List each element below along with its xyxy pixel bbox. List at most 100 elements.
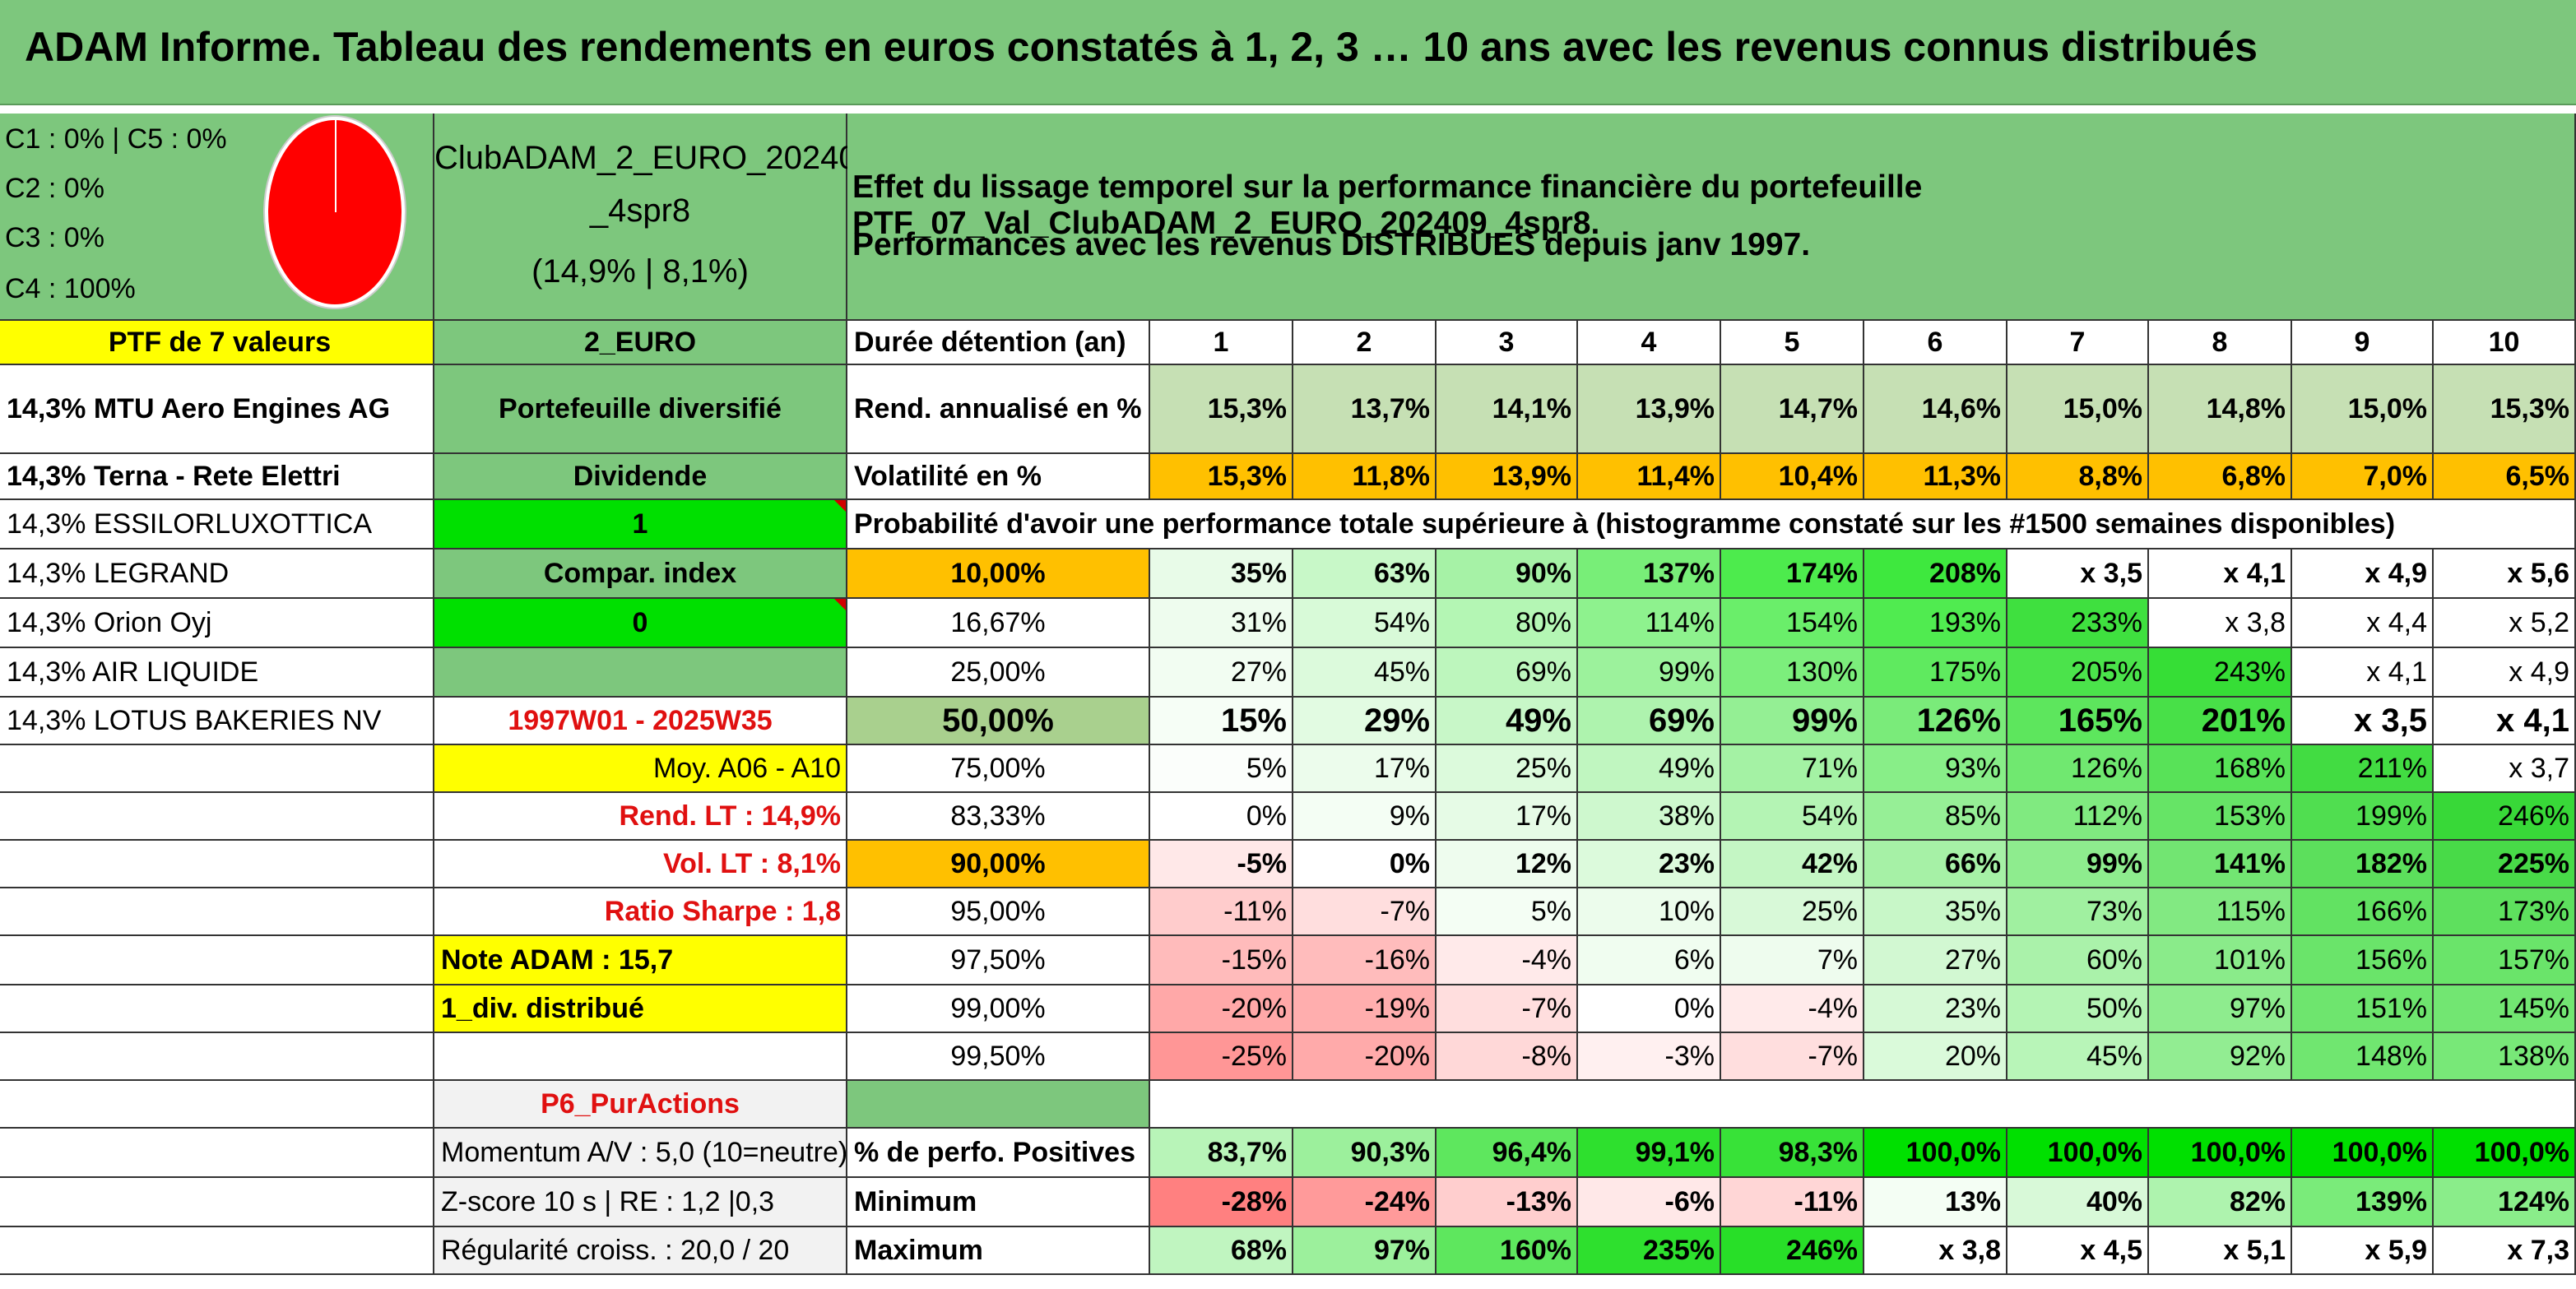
table-cell: x 4,1 — [2149, 549, 2292, 599]
table-header-cell: 7 — [2007, 321, 2149, 365]
table-cell: -6% — [1578, 1178, 1721, 1227]
table-cell: 66% — [1864, 841, 2007, 888]
table-header-cell: 8 — [2149, 321, 2292, 365]
table-cell: 15,3% — [1150, 365, 1293, 454]
table-cell: x 7,3 — [2434, 1227, 2576, 1275]
table-cell: 95,00% — [847, 888, 1150, 936]
table-cell: 126% — [1864, 698, 2007, 745]
table-cell: -25% — [1150, 1033, 1293, 1081]
table-cell — [0, 1033, 434, 1081]
table-cell: x 4,9 — [2434, 648, 2576, 698]
table-header-cell: 4 — [1578, 321, 1721, 365]
table-cell: 17% — [1437, 793, 1578, 841]
table-cell: x 3,5 — [2007, 549, 2149, 599]
table-cell: x 5,9 — [2292, 1227, 2434, 1275]
table-cell: 11,8% — [1293, 454, 1437, 500]
table-cell: 0% — [1578, 985, 1721, 1033]
table-cell: 9% — [1293, 793, 1437, 841]
table-cell: P6_PurActions — [434, 1081, 847, 1129]
comment-marker-icon — [834, 500, 846, 512]
table-cell: 168% — [2149, 745, 2292, 793]
table-header-cell: 2 — [1293, 321, 1437, 365]
table-cell: Ratio Sharpe : 1,8 — [434, 888, 847, 936]
table-cell: 6,5% — [2434, 454, 2576, 500]
table-cell: 50,00% — [847, 698, 1150, 745]
table-cell: 27% — [1150, 648, 1293, 698]
table-cell: 49% — [1437, 698, 1578, 745]
table-cell: 154% — [1721, 599, 1864, 648]
table-cell: x 5,2 — [2434, 599, 2576, 648]
table-cell: x 5,1 — [2149, 1227, 2292, 1275]
table-cell: 14,7% — [1721, 365, 1864, 454]
table-cell — [434, 1033, 847, 1081]
table-cell: 243% — [2149, 648, 2292, 698]
table-cell: 99% — [1578, 648, 1721, 698]
table-cell: 174% — [1721, 549, 1864, 599]
table-cell: 115% — [2149, 888, 2292, 936]
table-cell: Moy. A06 - A10 — [434, 745, 847, 793]
table-cell: 211% — [2292, 745, 2434, 793]
table-cell: -11% — [1150, 888, 1293, 936]
table-cell — [1150, 1081, 2576, 1129]
table-cell — [434, 648, 847, 698]
table-cell: Z-score 10 s | RE : 1,2 |0,3 — [434, 1178, 847, 1227]
table-cell: 14,3% Orion Oyj — [0, 599, 434, 648]
table-cell: Momentum A/V : 5,0 (10=neutre) — [434, 1129, 847, 1178]
table-cell: 100,0% — [2434, 1129, 2576, 1178]
table-cell: 73% — [2007, 888, 2149, 936]
table-cell: 42% — [1721, 841, 1864, 888]
table-cell: 100,0% — [2149, 1129, 2292, 1178]
table-cell: x 5,6 — [2434, 549, 2576, 599]
table-header-cell: 9 — [2292, 321, 2434, 365]
table-cell: Vol. LT : 8,1% — [434, 841, 847, 888]
table-header-cell: Durée détention (an) — [847, 321, 1150, 365]
table-cell: 90,3% — [1293, 1129, 1437, 1178]
table-cell: -15% — [1150, 936, 1293, 985]
table-cell: 151% — [2292, 985, 2434, 1033]
table-cell — [0, 745, 434, 793]
table-cell — [847, 1081, 1150, 1129]
table-cell: 68% — [1150, 1227, 1293, 1275]
table-cell: Compar. index — [434, 549, 847, 599]
table-cell: 101% — [2149, 936, 2292, 985]
table-cell: x 3,8 — [1864, 1227, 2007, 1275]
table-cell: 14,3% Terna - Rete Elettri — [0, 454, 434, 500]
table-cell — [0, 1227, 434, 1275]
club-name: ClubADAM_2_EURO_202409 — [434, 140, 875, 176]
table-cell — [0, 936, 434, 985]
table-cell: 14,3% MTU Aero Engines AG — [0, 365, 434, 454]
table-cell: -8% — [1437, 1033, 1578, 1081]
table-cell: x 4,5 — [2007, 1227, 2149, 1275]
club-name-suffix: _4spr8 — [589, 192, 691, 229]
table-cell: 100,0% — [1864, 1129, 2007, 1178]
table-cell: -19% — [1293, 985, 1437, 1033]
table-cell: 5% — [1150, 745, 1293, 793]
table-cell: x 4,1 — [2292, 648, 2434, 698]
table-cell: 138% — [2434, 1033, 2576, 1081]
table-cell — [0, 985, 434, 1033]
table-cell: 182% — [2292, 841, 2434, 888]
table-cell: 11,3% — [1864, 454, 2007, 500]
table-cell: Rend. LT : 14,9% — [434, 793, 847, 841]
table-cell: Dividende — [434, 454, 847, 500]
table-cell: 14,3% LEGRAND — [0, 549, 434, 599]
table-cell: 175% — [1864, 648, 2007, 698]
table-cell: 208% — [1864, 549, 2007, 599]
table-header-cell: PTF de 7 valeurs — [0, 321, 434, 365]
table-cell: 205% — [2007, 648, 2149, 698]
table-cell: 97% — [1293, 1227, 1437, 1275]
comment-marker-icon — [834, 599, 846, 610]
table-cell: -7% — [1293, 888, 1437, 936]
table-cell: 23% — [1578, 841, 1721, 888]
table-cell: -24% — [1293, 1178, 1437, 1227]
table-cell: 45% — [1293, 648, 1437, 698]
table-cell: 246% — [1721, 1227, 1864, 1275]
table-cell: 15,0% — [2007, 365, 2149, 454]
table-cell: 0% — [1293, 841, 1437, 888]
table-cell: -4% — [1437, 936, 1578, 985]
table-cell: 99,1% — [1578, 1129, 1721, 1178]
table-cell: Rend. annualisé en % — [847, 365, 1150, 454]
table-cell: 45% — [2007, 1033, 2149, 1081]
table-cell: -5% — [1150, 841, 1293, 888]
